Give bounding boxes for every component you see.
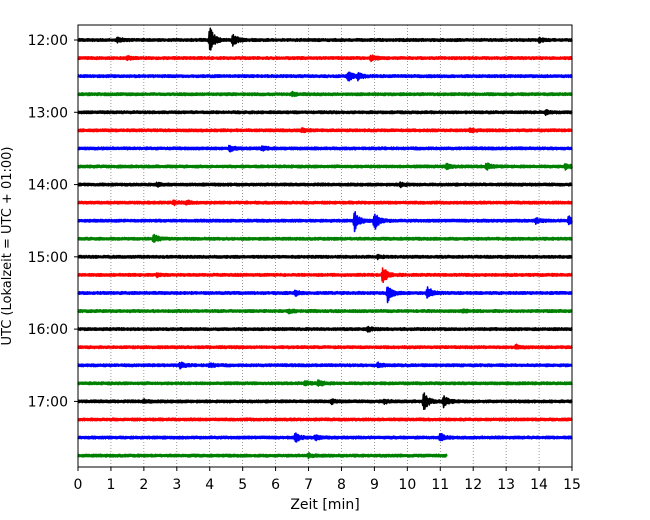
trace-line: [77, 451, 448, 460]
trace-line: [77, 267, 573, 284]
trace-line: [77, 361, 573, 370]
trace-line: [77, 27, 573, 51]
x-tick-label: 3: [172, 477, 181, 493]
trace-rows: [77, 27, 573, 460]
trace-line: [77, 199, 573, 207]
trace-line: [77, 417, 573, 422]
trace-line: [77, 162, 573, 171]
x-tick-label: 10: [398, 477, 416, 493]
trace-line: [77, 379, 573, 387]
trace-line: [77, 308, 573, 315]
y-tick-label: 15:00: [28, 250, 68, 266]
x-tick-label: 4: [205, 477, 214, 493]
x-tick-label: 13: [497, 477, 515, 493]
trace-line: [77, 343, 573, 350]
y-axis-label: UTC (Lokalzeit = UTC + 01:00): [0, 147, 15, 346]
trace-line: [77, 253, 573, 261]
trace-line: [77, 181, 573, 189]
x-tick-label: 6: [271, 477, 280, 493]
y-tick-label: 17:00: [28, 394, 68, 410]
trace-line: [77, 325, 573, 333]
x-tick-label: 2: [139, 477, 148, 493]
x-tick-label: 5: [238, 477, 247, 493]
x-tick-label: 11: [431, 477, 449, 493]
x-axis-ticks: 0 1 2 3 4 5 6 7 8 9 10 11 12 13 14 15: [74, 467, 581, 493]
y-tick-label: 14:00: [28, 178, 68, 194]
x-tick-label: 12: [464, 477, 482, 493]
x-tick-label: 14: [530, 477, 548, 493]
x-tick-label: 9: [370, 477, 379, 493]
x-tick-label: 0: [74, 477, 83, 493]
x-axis-label: Zeit [min]: [290, 497, 359, 513]
trace-line: [77, 90, 573, 98]
trace-line: [77, 286, 573, 304]
y-axis-ticks: 12:00 13:00 14:00 15:00 16:00 17:00: [28, 33, 78, 410]
trace-line: [77, 432, 573, 443]
y-tick-label: 16:00: [28, 322, 68, 338]
trace-line: [77, 392, 573, 411]
trace-line: [77, 233, 573, 243]
x-tick-label: 1: [106, 477, 115, 493]
trace-line: [77, 109, 573, 117]
x-tick-label: 15: [563, 477, 581, 493]
y-tick-label: 13:00: [28, 105, 68, 121]
trace-line: [77, 71, 573, 82]
y-tick-label: 12:00: [28, 33, 68, 49]
trace-line: [77, 127, 573, 134]
x-tick-label: 7: [304, 477, 313, 493]
x-tick-label: 8: [337, 477, 346, 493]
trace-line: [77, 54, 573, 63]
trace-line: [77, 144, 573, 153]
trace-line: [77, 211, 573, 233]
plot-frame: [77, 24, 573, 468]
